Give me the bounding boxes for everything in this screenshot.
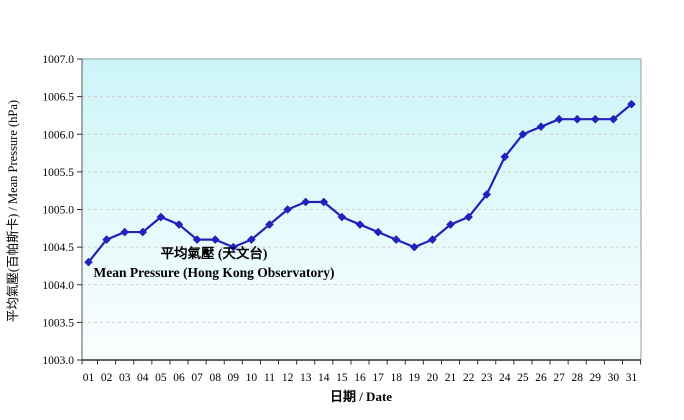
x-tick-label: 04 [137, 372, 149, 384]
y-axis-title: 平均氣壓(百帕斯卡) / Mean Pressure (hPa) [5, 100, 20, 322]
x-tick-label: 02 [101, 372, 113, 384]
data-point-marker [355, 220, 365, 229]
data-point-marker [156, 212, 166, 222]
data-point-marker [500, 152, 510, 162]
x-tick-label: 05 [155, 372, 167, 384]
x-tick-label: 24 [499, 372, 511, 384]
data-point-marker [319, 197, 329, 207]
plot-area [82, 59, 641, 360]
data-point-marker [265, 220, 274, 229]
y-tick-label: 1003.5 [42, 317, 74, 329]
y-tick-label: 1003.0 [42, 355, 74, 367]
y-tick-label: 1005.0 [42, 205, 74, 217]
y-tick-label: 1006.5 [42, 92, 74, 104]
data-point-marker [102, 235, 111, 244]
data-point-marker [120, 227, 129, 237]
data-point-marker [627, 99, 636, 109]
x-tick-label: 07 [191, 372, 203, 384]
data-point-marker [554, 114, 564, 124]
x-tick-label: 18 [390, 372, 402, 384]
x-tick-label: 08 [209, 372, 221, 384]
y-tick-label: 1007.0 [42, 54, 74, 66]
x-tick-label: 19 [409, 372, 421, 384]
x-tick-label: 11 [264, 372, 275, 384]
x-tick-label: 03 [119, 372, 131, 384]
data-point-marker [373, 227, 383, 237]
data-point-marker [391, 235, 401, 244]
x-tick-label: 26 [535, 372, 547, 384]
data-point-marker [428, 235, 437, 244]
x-tick-label: 21 [445, 372, 457, 384]
data-point-marker [247, 235, 256, 244]
x-tick-label: 14 [318, 372, 330, 384]
data-point-marker [518, 129, 528, 139]
x-tick-label: 27 [553, 372, 565, 384]
x-tick-label: 10 [246, 372, 258, 384]
data-point-marker [138, 227, 148, 237]
x-tick-label: 15 [336, 372, 348, 384]
pressure-series [84, 99, 636, 267]
y-tick-label: 1005.5 [42, 167, 74, 179]
y-tick-label: 1006.0 [42, 129, 74, 141]
x-tick-label: 25 [517, 372, 529, 384]
legend-line-2: Mean Pressure (Hong Kong Observatory) [94, 265, 335, 280]
x-tick-label: 16 [354, 372, 366, 384]
data-point-marker [337, 212, 347, 222]
x-tick-label: 23 [481, 372, 493, 384]
x-tick-label: 01 [83, 372, 95, 384]
y-tick-label: 1004.0 [42, 280, 74, 292]
x-tick-label: 29 [590, 372, 602, 384]
data-point-marker [174, 220, 184, 229]
x-tick-label: 13 [300, 372, 312, 384]
data-point-marker [482, 190, 491, 199]
data-point-marker [210, 235, 220, 244]
x-tick-label: 30 [608, 372, 620, 384]
data-point-marker [283, 205, 292, 214]
data-point-marker [446, 220, 455, 229]
tick-labels: 1003.01003.51004.01004.51005.01005.51006… [42, 54, 637, 384]
x-tick-label: 09 [228, 372, 240, 384]
x-tick-label: 06 [173, 372, 185, 384]
data-point-marker [229, 242, 238, 252]
data-point-marker [464, 212, 473, 222]
legend-line-1: 平均氣壓 (天文台) [161, 245, 268, 261]
data-point-marker [301, 197, 310, 207]
data-point-marker [410, 242, 419, 252]
x-tick-label: 31 [626, 372, 638, 384]
data-point-marker [84, 257, 93, 267]
data-point-marker [609, 114, 618, 124]
x-tick-label: 12 [282, 372, 294, 384]
x-tick-label: 22 [463, 372, 475, 384]
x-axis-title: 日期 / Date [330, 389, 392, 404]
y-tick-label: 1004.5 [42, 242, 74, 254]
x-tick-label: 20 [427, 372, 439, 384]
x-tick-label: 17 [372, 372, 384, 384]
data-point-marker [536, 122, 546, 132]
x-tick-label: 28 [571, 372, 583, 384]
data-point-marker [591, 114, 600, 124]
axis-ticks [77, 58, 642, 365]
data-point-marker [192, 235, 202, 244]
data-point-marker [572, 114, 582, 124]
